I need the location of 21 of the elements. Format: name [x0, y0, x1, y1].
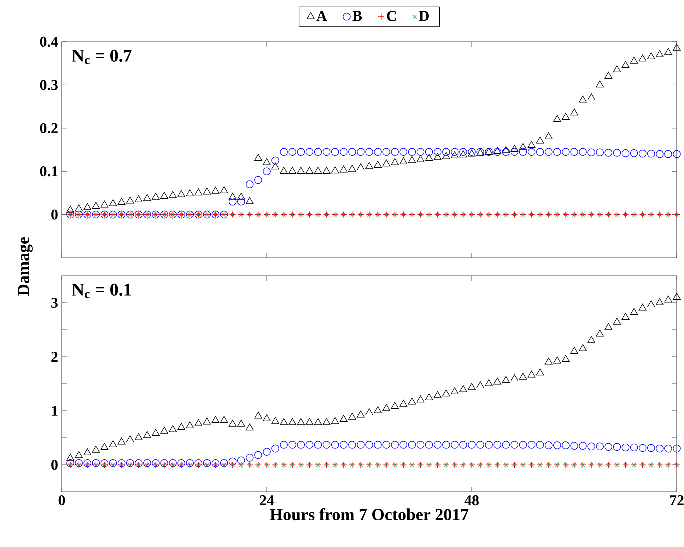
legend-label: D [419, 11, 429, 22]
y-tick-label: 0.2 [40, 123, 58, 134]
y-tick-label: 0.4 [40, 36, 58, 48]
legend-label: B [352, 11, 362, 22]
text: N$_{c}$ = 0.7 [72, 50, 132, 64]
y-tick-label: 0 [52, 460, 58, 470]
y-tick-label: 1 [52, 406, 58, 416]
y-tick-label: 0.1 [40, 166, 58, 177]
x-tick-label: 24 [260, 496, 274, 506]
x-tick-label: 0 [58, 496, 66, 506]
x-tick-label: 72 [670, 496, 684, 506]
y-tick-label: 0.3 [40, 80, 58, 90]
x-tick-label: 48 [464, 496, 479, 506]
y-tick-label: 3 [52, 298, 58, 308]
legend-label: C [387, 11, 396, 22]
y-tick-label: 2 [52, 352, 58, 362]
x-axis-title: Hours from 7 October 2017 [270, 508, 469, 521]
y-tick-label: 0 [52, 210, 58, 220]
legend-label: A [316, 11, 328, 22]
y-axis-title: Damage [18, 237, 33, 296]
text: N$_{c}$ = 0.1 [72, 284, 132, 298]
